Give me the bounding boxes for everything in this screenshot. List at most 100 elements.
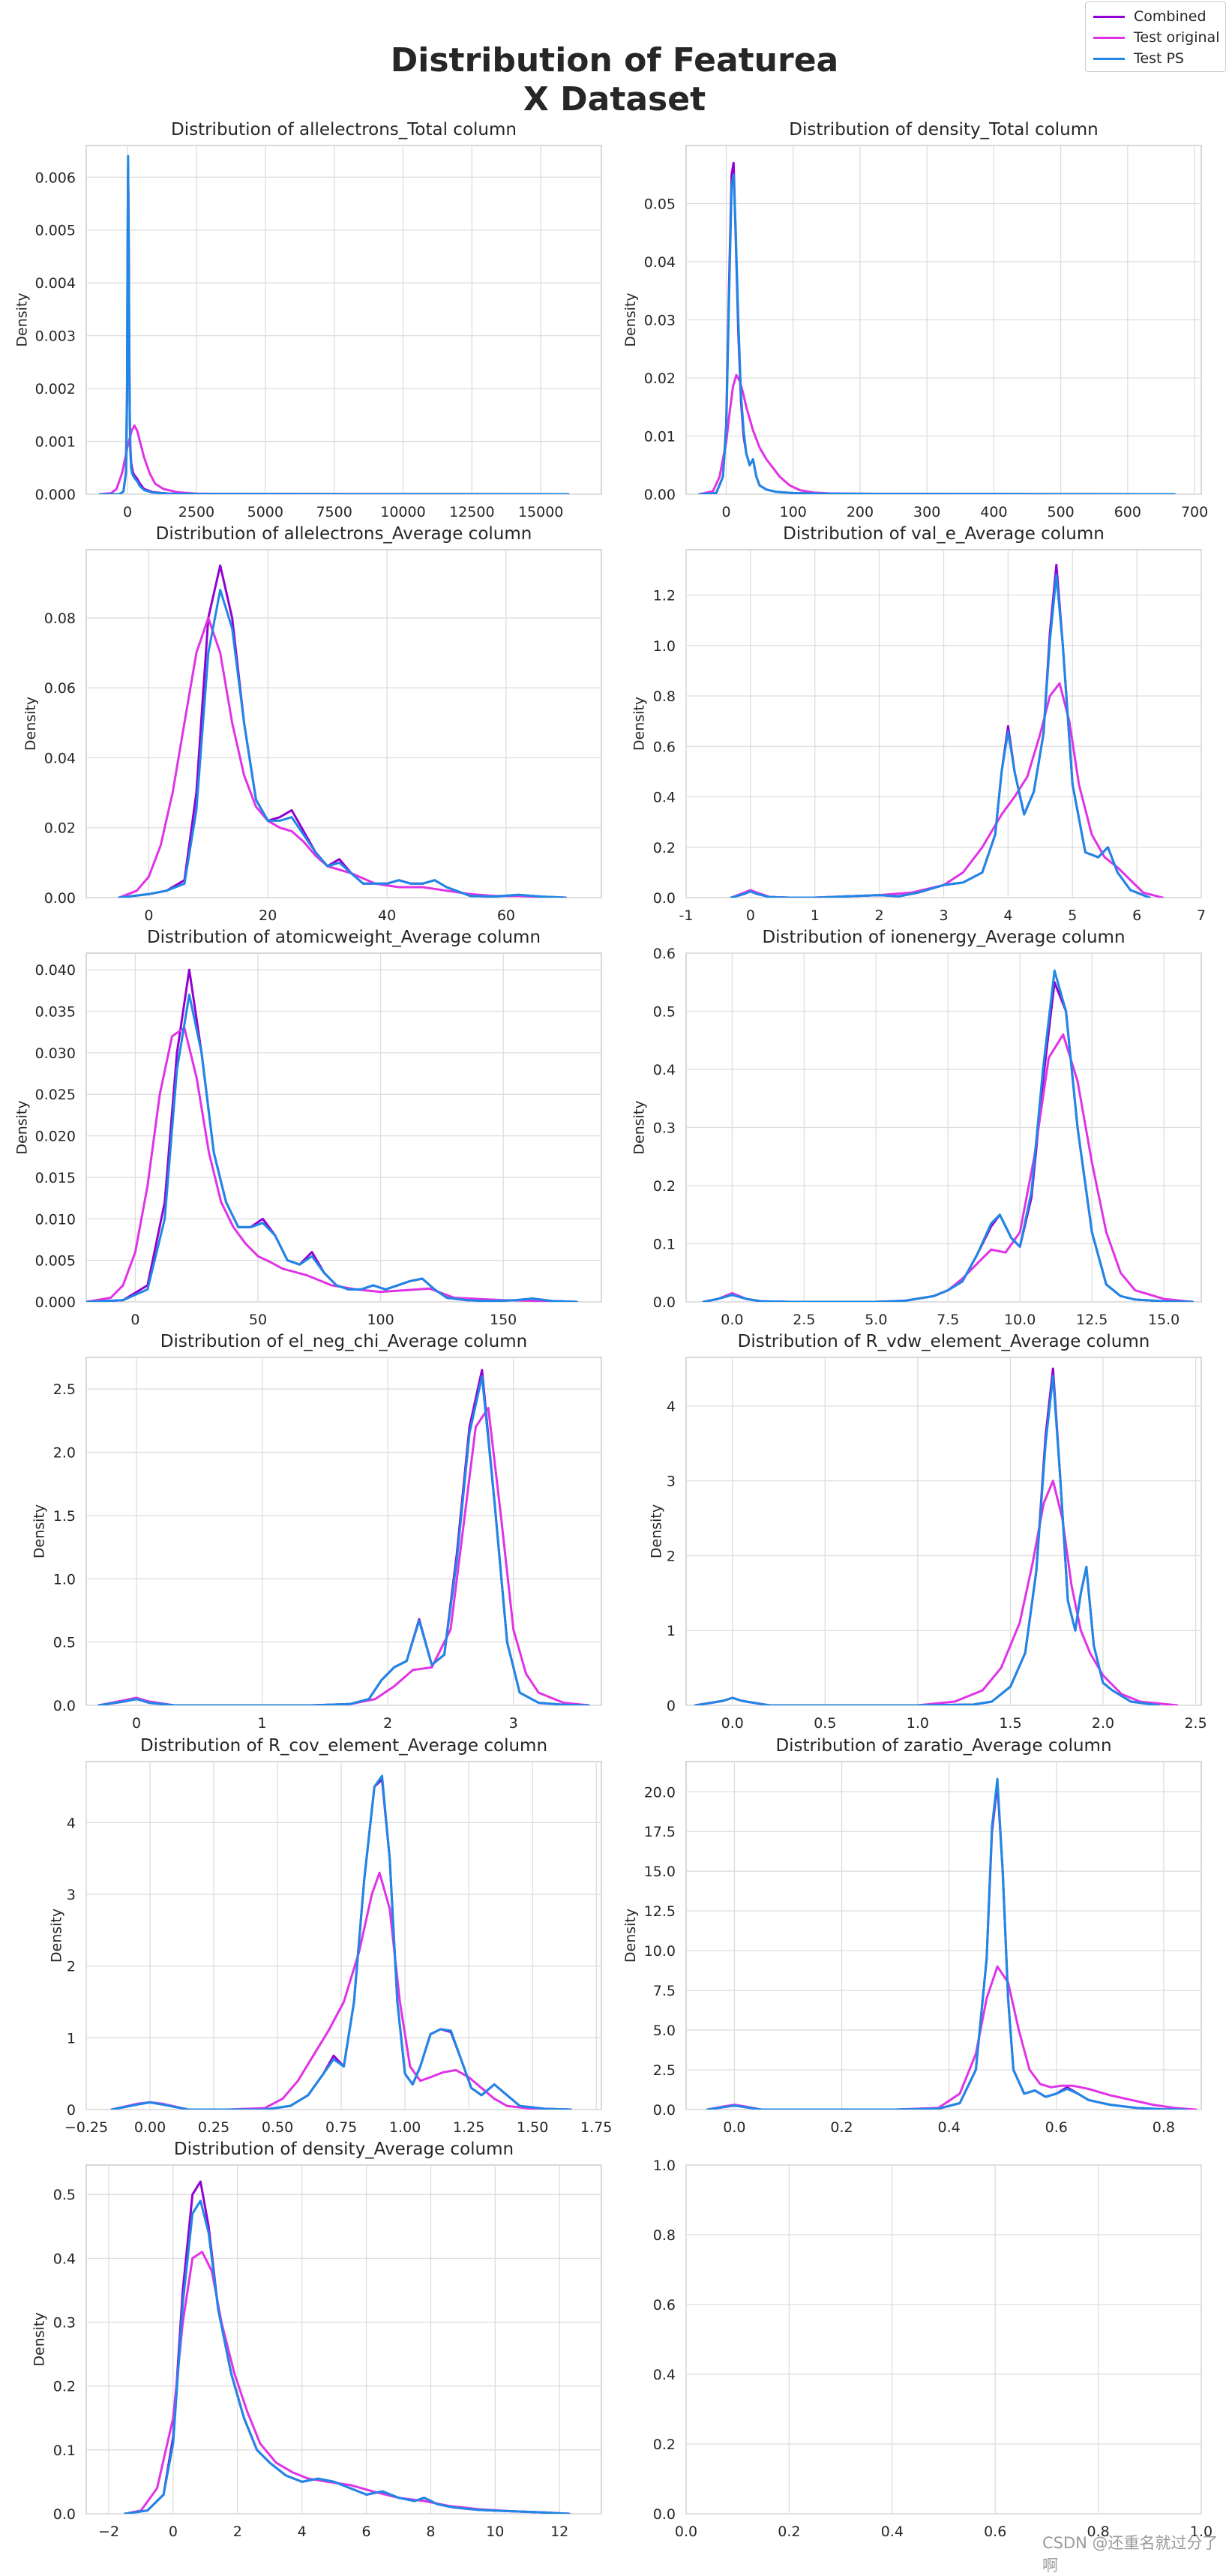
x-tick-label: 200 [847,504,874,520]
x-tick-label: 5.0 [865,1312,887,1328]
legend-item-test-original: Test original [1093,27,1219,48]
x-tick-label: 50 [249,1312,267,1328]
figure-title-line-1: Distribution of Featurea [390,41,839,79]
series-line-test-ps [118,589,567,898]
x-tick-label: 0.25 [198,2119,229,2136]
x-tick-label: 1.0 [907,1715,929,1732]
y-tick-label: 1.0 [653,638,676,655]
x-tick-label: 1 [811,907,820,924]
y-tick-label: 0.003 [35,328,76,345]
y-tick-label: 2.5 [53,1381,76,1398]
y-tick-label: 0.03 [644,313,676,329]
y-axis-label: Density [31,2312,48,2366]
plot-area [85,952,602,1303]
y-tick-label: 0.3 [53,2315,76,2332]
legend-item-test-ps: Test PS [1093,48,1184,69]
y-tick-label: 0.4 [653,2367,676,2383]
y-tick-label: 0.002 [35,381,76,397]
x-tick-label: -1 [679,907,694,924]
x-tick-label: −0.25 [64,2119,108,2136]
y-tick-label: 0.8 [653,688,676,705]
chart-panel-1: 0 2500 5000 7500 10000 12500 15000 0.000 0.001 0.… [14,120,602,520]
y-tick-label: 0.4 [53,2251,76,2267]
chart-title: Distribution of ionenergy_Average column [762,928,1125,947]
x-tick-label: 0.8 [1087,2524,1109,2540]
y-tick-label: 0 [67,2102,76,2119]
x-tick-label: 1.00 [389,2119,421,2136]
y-tick-label: 0.5 [53,1635,76,1651]
series-line-test-original [110,1871,572,2110]
legend: Combined Test original Test PS [1085,1,1226,72]
x-tick-label: 0 [144,907,153,924]
y-tick-label: 0.5 [653,1004,676,1021]
x-tick-label: 6 [362,2524,371,2540]
x-tick-label: 2.0 [1092,1715,1114,1732]
y-axis-label: Density [14,292,31,346]
x-tick-label: 0.8 [1153,2119,1175,2136]
x-tick-label: 0.6 [1045,2119,1068,2136]
y-tick-label: 2.5 [653,2062,676,2079]
y-axis-label: Density [49,1909,65,1963]
y-tick-label: 12.5 [644,1903,676,1920]
plot-area [685,1357,1202,1706]
y-tick-label: 0.025 [35,1087,76,1103]
chart-title: Distribution of R_cov_element_Average co… [140,1736,547,1756]
x-tick-label: 0.0 [675,2524,697,2540]
x-tick-label: 12.5 [1076,1312,1108,1328]
y-tick-label: 0.5 [53,2187,76,2203]
x-tick-label: 3 [509,1715,518,1732]
x-tick-label: 1.75 [580,2119,612,2136]
series-line-test-original [706,1965,1198,2110]
y-tick-label: 0.2 [653,2437,676,2453]
chart-title: Distribution of density_Average column [174,2140,514,2159]
y-tick-label: 0.02 [644,370,676,387]
x-tick-label: 12500 [449,504,494,520]
chart-title: Distribution of allelectrons_Average col… [156,524,532,544]
chart-panel-3: 0 20 40 60 0.00 0.02 0.04 0.06 0.08 Distribution … [22,524,602,924]
series-line-test-ps [124,2200,571,2514]
legend-swatch-combined [1093,15,1125,18]
y-tick-label: 1.2 [653,588,676,604]
y-axis-label: Density [31,1504,48,1558]
x-tick-label: 0.0 [721,1312,743,1328]
x-tick-label: 2 [875,907,884,924]
chart-panel-6: 0.0 2.5 5.0 7.5 10.0 12.5 15.0 0.0 0.1 0.2 0.3 0.4 0… [631,928,1202,1328]
y-tick-label: 0.02 [44,820,76,837]
x-tick-label: 0 [169,2524,178,2540]
x-tick-label: 0 [132,1715,141,1732]
y-tick-label: 0.06 [44,680,76,697]
y-tick-label: 4 [67,1815,76,1831]
legend-swatch-test-ps [1093,57,1125,60]
y-tick-label: 0.035 [35,1004,76,1021]
x-tick-label: 1.5 [999,1715,1021,1732]
x-tick-label: 0.5 [814,1715,836,1732]
y-tick-label: 0 [667,1698,676,1714]
y-tick-label: 0.010 [35,1211,76,1228]
x-tick-label: 1.0 [1190,2524,1213,2540]
chart-panel-10: 0.0 0.2 0.4 0.6 0.8 0.0 2.5 5.0 7.5 10.0 12.5 15.0 1… [622,1736,1202,2136]
x-tick-label: 600 [1114,504,1141,520]
x-tick-label: 7.5 [937,1312,959,1328]
y-axis-label: Density [631,697,648,751]
x-tick-label: 7 [1197,907,1206,924]
y-axis-label: Density [649,1504,665,1558]
x-tick-label: 150 [490,1312,517,1328]
y-tick-label: 3 [667,1474,676,1490]
x-tick-label: 2.5 [1184,1715,1207,1732]
x-tick-label: 2500 [178,504,214,520]
y-tick-label: 0.0 [53,1698,76,1714]
y-tick-label: 0.2 [653,1178,676,1195]
series-line-test-ps [702,969,1194,1302]
x-tick-label: 0.2 [830,2119,853,2136]
figure-title-line-2: X Dataset [523,80,706,118]
y-tick-label: 3 [67,1887,76,1903]
y-axis-label: Density [22,697,39,751]
chart-title: Distribution of density_Total column [789,120,1099,139]
y-tick-label: 2 [67,1959,76,1975]
y-tick-label: 4 [667,1399,676,1415]
y-tick-label: 0.0 [653,2506,676,2523]
chart-title: Distribution of atomicweight_Average col… [147,928,541,947]
y-tick-label: 0.1 [53,2443,76,2459]
x-tick-label: 4 [298,2524,307,2540]
